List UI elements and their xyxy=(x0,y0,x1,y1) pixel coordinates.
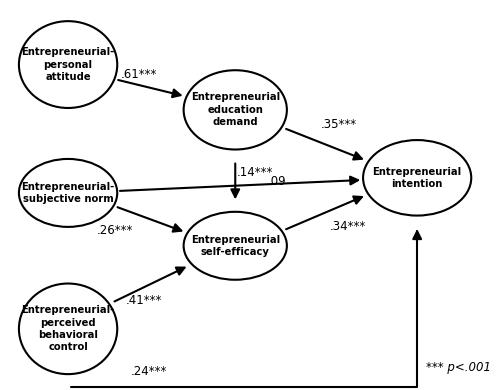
Ellipse shape xyxy=(363,140,471,216)
Text: .24***: .24*** xyxy=(131,365,168,378)
Text: *** p<.001: *** p<.001 xyxy=(426,361,491,374)
Text: Entrepreneurial-
subjective norm: Entrepreneurial- subjective norm xyxy=(22,182,114,204)
Text: Entrepreneurial-
personal
attitude: Entrepreneurial- personal attitude xyxy=(22,47,114,82)
Ellipse shape xyxy=(19,21,117,108)
Ellipse shape xyxy=(19,284,117,374)
Text: Entrepreneurial
education
demand: Entrepreneurial education demand xyxy=(190,92,280,127)
Text: Entrepreneurial-
perceived
behavioral
control: Entrepreneurial- perceived behavioral co… xyxy=(22,305,114,353)
Text: Entrepreneurial
intention: Entrepreneurial intention xyxy=(372,167,462,189)
Text: .26***: .26*** xyxy=(96,224,133,237)
Text: Entrepreneurial
self-efficacy: Entrepreneurial self-efficacy xyxy=(190,234,280,257)
Text: .35***: .35*** xyxy=(320,119,356,131)
Ellipse shape xyxy=(184,70,287,149)
Text: .09: .09 xyxy=(268,175,286,188)
Text: .61***: .61*** xyxy=(121,67,158,80)
Ellipse shape xyxy=(184,212,287,280)
Text: .41***: .41*** xyxy=(126,294,162,307)
Text: .14***: .14*** xyxy=(236,166,273,179)
Text: .34***: .34*** xyxy=(330,220,366,233)
Ellipse shape xyxy=(19,159,117,227)
